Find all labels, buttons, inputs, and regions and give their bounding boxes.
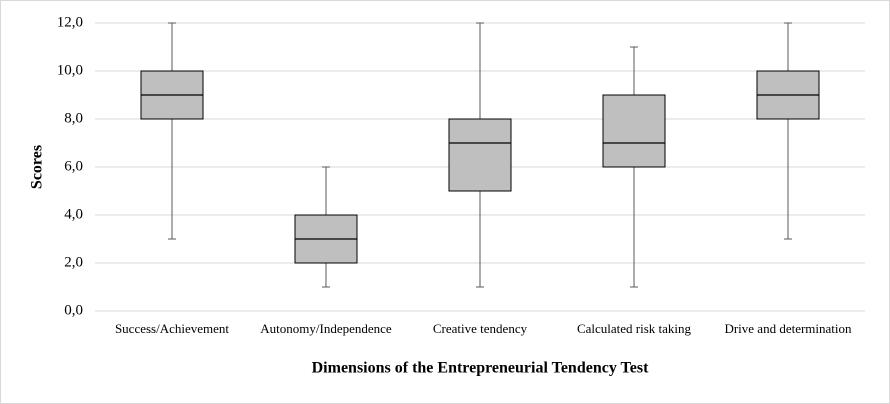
y-tick-label: 10,0: [57, 62, 83, 78]
y-tick-label: 12,0: [57, 14, 83, 30]
x-axis-title: Dimensions of the Entrepreneurial Tenden…: [312, 360, 649, 377]
x-tick-label: Calculated risk taking: [577, 321, 692, 336]
x-tick-label: Creative tendency: [433, 321, 528, 336]
box: [602, 94, 666, 168]
y-tick-label: 2,0: [64, 254, 83, 270]
y-tick-label: 0,0: [64, 302, 83, 318]
x-tick-label: Autonomy/Independence: [260, 321, 392, 336]
y-tick-label: 4,0: [64, 206, 83, 222]
x-tick-label: Success/Achievement: [115, 321, 229, 336]
y-axis-title: Scores: [29, 145, 46, 189]
y-tick-label: 8,0: [64, 110, 83, 126]
y-tick-label: 6,0: [64, 158, 83, 174]
box: [448, 118, 512, 192]
x-tick-label: Drive and determination: [724, 321, 852, 336]
